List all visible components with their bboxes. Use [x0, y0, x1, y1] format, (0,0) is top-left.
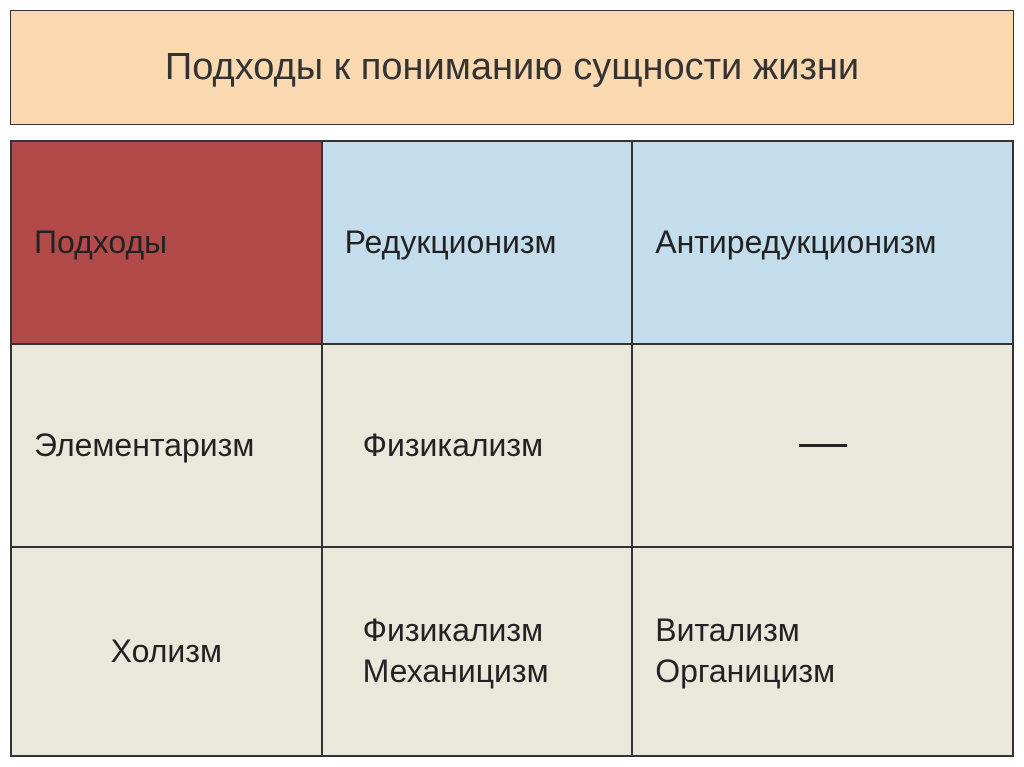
cell-value: Механицизм [363, 651, 549, 693]
row-label-holism: Холизм [11, 547, 322, 756]
cell-value: Физикализм [363, 427, 543, 464]
header-cell-reductionism: Редукционизм [322, 141, 633, 344]
cell-value: Органицизм [655, 651, 835, 693]
header-cell-approaches: Подходы [11, 141, 322, 344]
cell-elementarism-reductionism: Физикализм [322, 344, 633, 547]
header-cell-antireductionism: Антиредукционизм [632, 141, 1013, 344]
cell-value: Витализм [655, 610, 800, 652]
cell-elementarism-antireductionism [632, 344, 1013, 547]
header-label: Антиредукционизм [655, 224, 936, 261]
header-label: Редукционизм [345, 224, 557, 261]
row-label: Элементаризм [34, 427, 254, 464]
cell-holism-antireductionism: Витализм Органицизм [632, 547, 1013, 756]
row-label: Холизм [111, 633, 222, 670]
approaches-table: Подходы Редукционизм Антиредукционизм Эл… [10, 140, 1014, 757]
slide-title: Подходы к пониманию сущности жизни [10, 10, 1014, 125]
empty-dash-icon [799, 444, 847, 447]
cell-value: Физикализм [363, 610, 543, 652]
slide: Подходы к пониманию сущности жизни Подхо… [10, 10, 1014, 757]
header-label: Подходы [34, 224, 167, 261]
row-label-elementarism: Элементаризм [11, 344, 322, 547]
cell-holism-reductionism: Физикализм Механицизм [322, 547, 633, 756]
